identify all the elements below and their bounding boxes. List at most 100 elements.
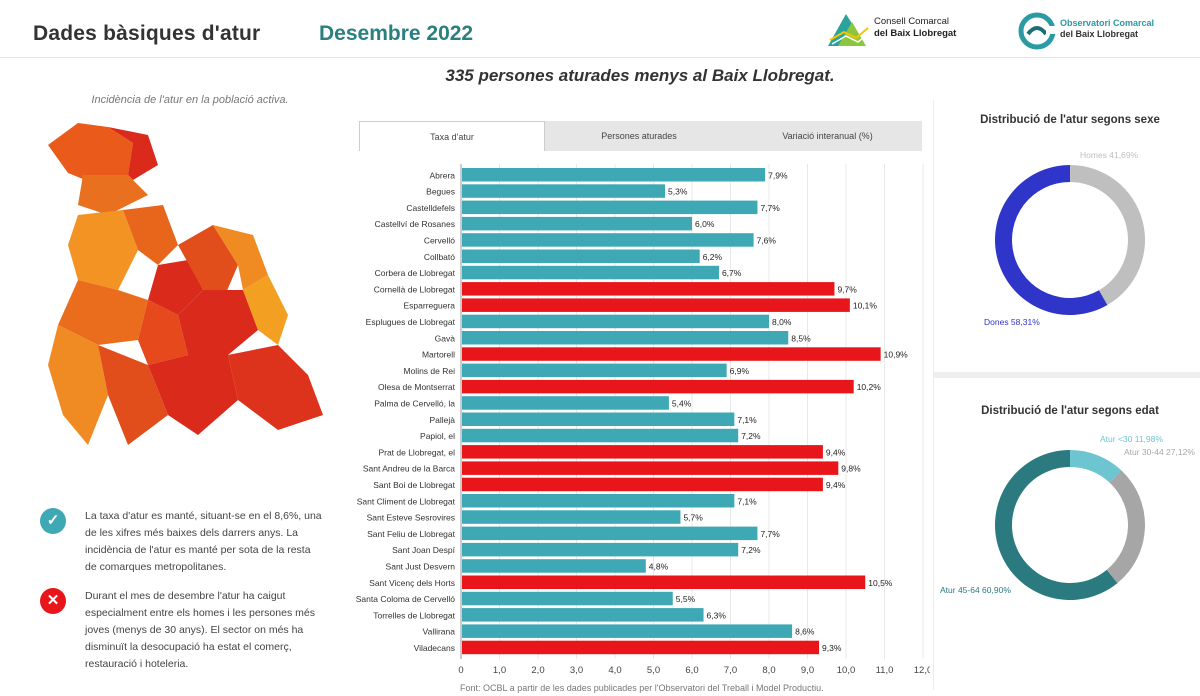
bar[interactable] — [462, 379, 854, 394]
bar[interactable] — [462, 396, 669, 410]
bar-value-label: 7,1% — [737, 415, 757, 425]
bar[interactable] — [462, 412, 735, 427]
bar[interactable] — [462, 200, 758, 215]
bar[interactable] — [462, 640, 820, 655]
category-label: Sant Vicenç dels Horts — [369, 578, 455, 588]
bar-value-label: 8,5% — [791, 333, 811, 343]
tab-taxa-atur[interactable]: Taxa d'atur — [359, 121, 545, 151]
tab-variacio-interanual[interactable]: Variació interanual (%) — [782, 131, 873, 141]
bar[interactable] — [462, 591, 673, 606]
bar[interactable] — [462, 445, 823, 459]
bar-value-label: 7,6% — [757, 235, 777, 245]
category-label: Torrelles de Llobregat — [373, 610, 455, 620]
x-tick-label: 11,0 — [876, 665, 894, 676]
category-label: Sant Boi de Llobregat — [373, 480, 455, 490]
bar[interactable] — [462, 282, 835, 296]
bar-value-label: 9,8% — [841, 464, 861, 474]
category-label: Sant Joan Despí — [392, 545, 455, 555]
category-label: Prat de Llobregat, el — [378, 447, 455, 457]
bar[interactable] — [462, 542, 739, 557]
bar[interactable] — [462, 624, 793, 638]
bar[interactable] — [462, 510, 681, 524]
map-region-center-west — [68, 210, 138, 290]
bar-value-label: 9,3% — [822, 643, 842, 653]
bar-value-label: 5,5% — [676, 594, 696, 604]
bar[interactable] — [462, 428, 739, 443]
x-tick-label: 9,0 — [801, 665, 814, 676]
bar-value-label: 6,3% — [707, 610, 727, 620]
bar[interactable] — [462, 608, 704, 622]
x-tick-label: 1,0 — [493, 665, 506, 676]
bar[interactable] — [462, 559, 646, 573]
sex-donut-chart: Homes 41,69% Dones 58,31% — [984, 150, 1145, 327]
donut-slice[interactable] — [1070, 165, 1145, 306]
map-caption: Incidència de l'atur en la població acti… — [91, 94, 289, 106]
category-label: Vallirana — [423, 627, 456, 637]
bar-value-label: 8,6% — [795, 627, 815, 637]
x-tick-label: 3,0 — [570, 665, 583, 676]
bar[interactable] — [462, 331, 789, 345]
x-tick-label: 6,0 — [685, 665, 698, 676]
map-region-center-3 — [58, 280, 148, 345]
bar-value-label: 6,7% — [722, 268, 742, 278]
map-region-north — [48, 123, 133, 185]
slice-label: Atur 45-64 60,90% — [940, 585, 1011, 595]
category-label: Abrera — [429, 170, 455, 180]
donut-slice[interactable] — [1070, 450, 1122, 483]
mountain-logo-icon — [828, 14, 869, 46]
bar[interactable] — [462, 249, 700, 264]
bar[interactable] — [462, 265, 719, 280]
donut-slice[interactable] — [995, 450, 1118, 600]
cross-icon: ✕ — [40, 588, 66, 614]
consell-comarcal-logo[interactable]: Consell Comarcal del Baix Llobregat — [826, 10, 966, 50]
bar[interactable] — [462, 168, 766, 182]
bar[interactable] — [462, 298, 850, 312]
donut-slice[interactable] — [995, 165, 1108, 315]
bar[interactable] — [462, 494, 735, 508]
category-label: Cervelló — [424, 235, 455, 245]
bar[interactable] — [462, 216, 692, 231]
bar[interactable] — [462, 477, 823, 492]
x-tick-label: 7,0 — [724, 665, 737, 676]
map-region-north-2 — [78, 175, 148, 215]
header-bar: Dades bàsiques d'atur Desembre 2022 Cons… — [0, 0, 1200, 58]
bar-value-label: 6,2% — [703, 252, 723, 262]
category-label: Sant Feliu de Llobregat — [367, 529, 456, 539]
bar[interactable] — [462, 314, 769, 329]
bar[interactable] — [462, 461, 839, 475]
bar[interactable] — [462, 184, 666, 198]
bar-value-label: 10,9% — [884, 350, 909, 360]
category-label: Begues — [426, 187, 455, 197]
category-label: Esparreguera — [403, 301, 455, 311]
unemployment-rate-bar-chart: 0 1,0 2,0 3,0 4,0 5,0 6,0 7,0 8,0 9,0 10,0 11,0 12,0… — [356, 164, 930, 676]
headline: 335 persones aturades menys al Baix Llob… — [445, 66, 835, 85]
age-donut-chart: Atur <30 11,98% Atur 30-44 27,12% Atur 45-… — [940, 434, 1195, 600]
bar[interactable] — [462, 526, 758, 541]
note-negative-text: Durant el mes de desembre l'atur ha caig… — [85, 590, 315, 670]
category-label: Palma de Cervelló, la — [374, 398, 455, 408]
tab-persones-aturades[interactable]: Persones aturades — [601, 131, 677, 141]
note-positive-text: La taxa d'atur es manté, situant-se en e… — [85, 510, 322, 573]
bar[interactable] — [462, 233, 754, 247]
x-tick-label: 5,0 — [647, 665, 660, 676]
bar[interactable] — [462, 363, 727, 378]
sex-chart-title: Distribució de l'atur segons sexe — [980, 114, 1160, 126]
x-tick-label: 2,0 — [531, 665, 544, 676]
category-label: Gavà — [435, 333, 456, 343]
category-label: Castelldefels — [406, 203, 455, 213]
bar[interactable] — [462, 575, 866, 590]
observatori-logo[interactable]: Observatori Comarcal del Baix Llobregat — [1018, 12, 1168, 52]
donut-slice[interactable] — [1106, 470, 1145, 584]
report-date: Desembre 2022 — [319, 22, 474, 45]
map-region-center-4 — [138, 300, 188, 365]
bar-value-label: 7,7% — [760, 203, 780, 213]
observatori-logo-icon — [1018, 12, 1056, 50]
map-region-east-3 — [178, 290, 258, 355]
slice-label: Dones 58,31% — [984, 317, 1040, 327]
bar-value-label: 7,2% — [741, 431, 761, 441]
category-label: Sant Andreu de la Barca — [363, 464, 455, 474]
bar[interactable] — [462, 347, 881, 361]
category-label: Molins de Rei — [404, 366, 456, 376]
slice-label: Homes 41,69% — [1080, 150, 1139, 160]
x-tick-label: 12,0 — [914, 665, 930, 676]
